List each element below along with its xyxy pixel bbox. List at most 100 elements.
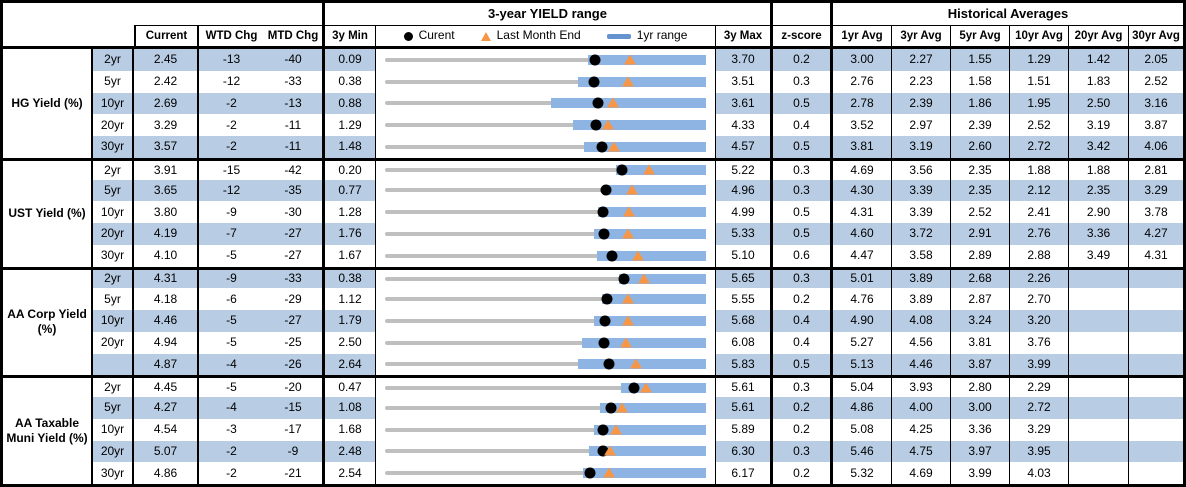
legend-item-current: Curent xyxy=(403,29,455,42)
aa-muni-20yr-avg-5yr: 3.97 xyxy=(951,440,1010,463)
ust-20yr-avg-20yr: 3.36 xyxy=(1069,223,1129,245)
aa-muni-2yr-3y-min: 0.47 xyxy=(325,375,376,397)
hg-2yr-z-score: 0.2 xyxy=(773,49,833,71)
ust-10yr-3y-min: 1.28 xyxy=(325,201,376,223)
historical-averages-title: Historical Averages xyxy=(947,5,1069,21)
1yr-range-bar-icon xyxy=(606,33,631,39)
hg-2yr-range-chart xyxy=(376,49,716,71)
aa-muni-20yr-3y-min: 2.48 xyxy=(325,440,376,463)
current-dot xyxy=(590,119,602,131)
hg-20yr-tenor: 20yr xyxy=(93,114,134,136)
aa-muni-10yr-avg-20yr xyxy=(1069,418,1129,441)
aa-corp-r5-avg-1yr: 5.13 xyxy=(833,353,892,376)
ust-10yr-z-score: 0.5 xyxy=(773,201,833,223)
aa-corp-r5-avg-20yr xyxy=(1069,353,1129,376)
1yr-range-bar xyxy=(618,273,706,284)
aa-muni-5yr-current: 4.27 xyxy=(134,397,199,419)
aa-corp-10yr-avg-3yr: 4.08 xyxy=(892,310,951,332)
aa-corp-r5-avg-10yr: 3.99 xyxy=(1010,353,1069,376)
hg-20yr-3y-max: 4.33 xyxy=(716,114,773,136)
aa-corp-2yr-avg-5yr: 2.68 xyxy=(951,266,1010,289)
current-dot xyxy=(596,141,608,153)
hg-5yr-z-score: 0.3 xyxy=(773,70,833,93)
ust-5yr-wtd-chg: -12 xyxy=(199,179,264,202)
hg-5yr-3y-max: 3.51 xyxy=(716,70,773,93)
aa-muni-10yr-plot xyxy=(385,419,706,441)
aa-corp-10yr-wtd-chg: -5 xyxy=(199,310,264,332)
ust-30yr-tenor: 30yr xyxy=(93,244,134,267)
ust-30yr-avg-3yr: 3.58 xyxy=(892,244,951,267)
hg-10yr-tenor: 10yr xyxy=(93,92,134,115)
aa-corp-r5-current: 4.87 xyxy=(134,353,199,376)
aa-corp-r5-avg-30yr xyxy=(1129,353,1183,376)
aa-corp-20yr-tenor: 20yr xyxy=(93,331,134,354)
last-month-end-marker xyxy=(607,141,620,152)
aa-corp-r5-wtd-chg: -4 xyxy=(199,353,264,376)
hg-10yr-z-score: 0.5 xyxy=(773,92,833,115)
ust-5yr-3y-max: 4.96 xyxy=(716,179,773,202)
aa-muni-20yr-avg-10yr: 3.95 xyxy=(1010,440,1069,463)
current-dot xyxy=(601,293,613,305)
hg-20yr-avg-5yr: 2.39 xyxy=(951,114,1010,136)
hg-10yr-3y-min: 0.88 xyxy=(325,92,376,115)
last-month-end-marker xyxy=(638,273,651,284)
ust-10yr-plot xyxy=(385,201,706,223)
current-dot xyxy=(605,402,617,414)
header-wtd-chg: WTD Chg xyxy=(199,25,264,49)
ust-2yr-z-score: 0.3 xyxy=(773,157,833,180)
aa-muni-20yr-avg-1yr: 5.46 xyxy=(833,440,892,463)
hg-20yr-avg-10yr: 2.52 xyxy=(1010,114,1069,136)
aa-corp-20yr-mtd-chg: -25 xyxy=(264,331,325,354)
3y-range-line xyxy=(385,297,706,302)
3y-range-line xyxy=(385,385,706,390)
header-20yr-avg: 20yr Avg xyxy=(1069,25,1129,49)
ust-20yr-plot xyxy=(385,223,706,245)
3y-range-line xyxy=(385,101,706,106)
aa-muni-5yr-range-chart xyxy=(376,397,716,419)
ust-20yr-avg-3yr: 3.72 xyxy=(892,223,951,245)
aa-muni-10yr-current: 4.54 xyxy=(134,418,199,441)
ust-30yr-z-score: 0.6 xyxy=(773,244,833,267)
hg-5yr-avg-3yr: 2.23 xyxy=(892,70,951,93)
ust-10yr-3y-max: 4.99 xyxy=(716,201,773,223)
3y-range-line xyxy=(385,318,706,323)
header-blank-label-tenor xyxy=(3,25,134,49)
1yr-range-bar xyxy=(597,250,706,261)
aa-corp-20yr-wtd-chg: -5 xyxy=(226,335,237,350)
hg-30yr-3y-min: 1.48 xyxy=(325,136,376,158)
hg-20yr-plot xyxy=(385,114,706,136)
aa-muni-5yr-3y-max: 5.61 xyxy=(716,397,773,419)
last-month-end-marker xyxy=(621,315,634,326)
ust-2yr-avg-20yr: 1.88 xyxy=(1069,157,1129,180)
ust-30yr-3y-max: 5.10 xyxy=(716,244,773,267)
1yr-range-bar xyxy=(615,165,706,176)
1yr-range-bar xyxy=(597,207,706,218)
ust-20yr-avg-30yr: 4.27 xyxy=(1129,223,1183,245)
aa-corp-2yr-current: 4.31 xyxy=(134,266,199,289)
ust-5yr-avg-5yr: 2.35 xyxy=(951,179,1010,202)
aa-corp-2yr-3y-max: 5.65 xyxy=(716,266,773,289)
current-dot xyxy=(592,97,604,109)
aa-muni-2yr-range-chart xyxy=(376,375,716,397)
aa-corp-2yr-avg-30yr xyxy=(1129,266,1183,289)
hg-20yr-avg-30yr: 3.87 xyxy=(1144,117,1168,132)
1yr-range-bar xyxy=(582,337,706,348)
aa-corp-2yr-range-chart xyxy=(376,266,716,289)
ust-30yr-range-chart xyxy=(376,244,716,267)
header-30yr-avg: 30yr Avg xyxy=(1129,25,1183,49)
ust-30yr-avg-20yr: 3.49 xyxy=(1069,244,1129,267)
aa-muni-30yr-mtd-chg: -21 xyxy=(264,462,325,484)
chart-legend: Curent Last Month End 1yr range xyxy=(376,25,716,49)
3y-range-line xyxy=(385,123,706,128)
ust-5yr-avg-3yr: 3.39 xyxy=(892,179,951,202)
hg-20yr-avg-1yr: 3.52 xyxy=(833,114,892,136)
ust-2yr-mtd-chg: -42 xyxy=(264,157,325,180)
current-dot xyxy=(598,228,609,240)
hg-2yr-3y-min: 0.09 xyxy=(325,49,376,71)
hg-20yr-3y-min: 1.29 xyxy=(325,114,376,136)
ust-20yr-range-chart xyxy=(376,223,716,245)
ust-5yr-avg-20yr: 2.35 xyxy=(1069,179,1129,202)
current-dot xyxy=(598,337,610,349)
ust-5yr-mtd-chg: -35 xyxy=(264,179,325,202)
